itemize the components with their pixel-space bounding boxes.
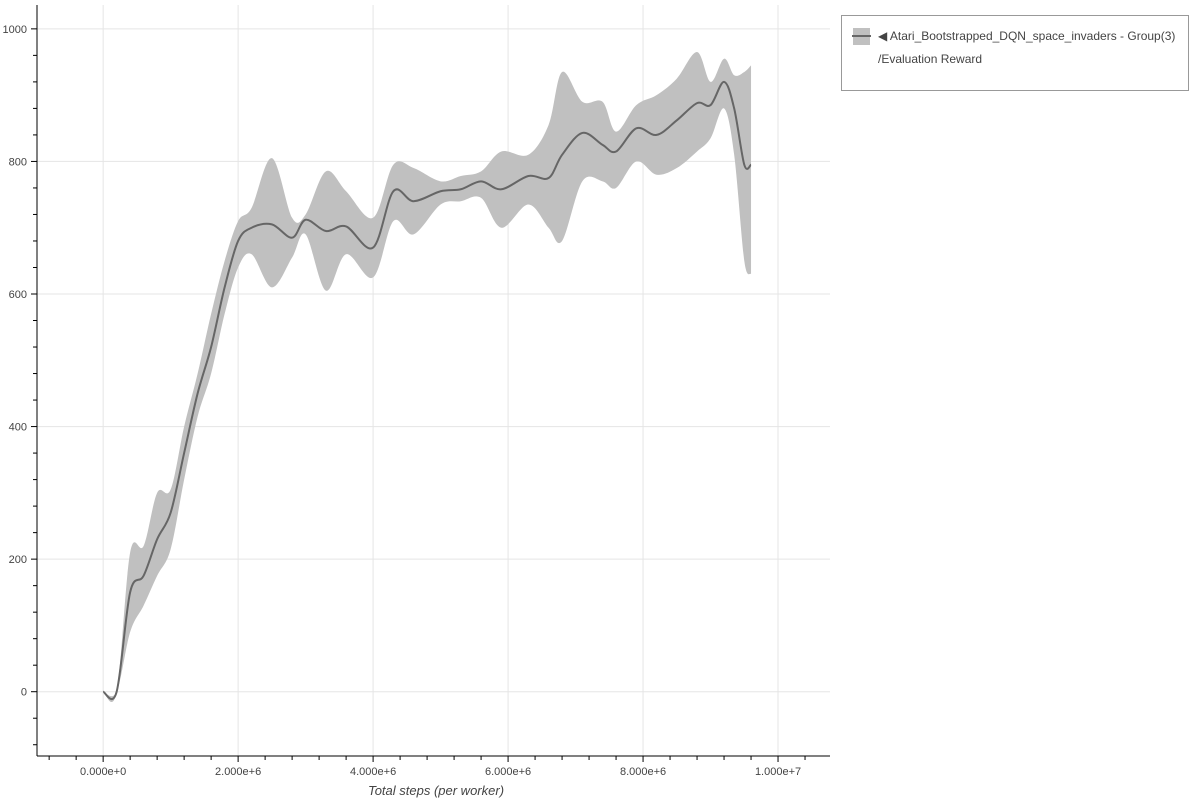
legend-series-label-cont: /Evaluation Reward xyxy=(878,52,983,66)
y-tick-label: 600 xyxy=(9,289,27,301)
x-tick-label: 2.000e+6 xyxy=(215,766,261,778)
series-mean-line xyxy=(102,80,753,700)
x-tick-label: 4.000e+6 xyxy=(350,766,396,778)
legend-swatch-icon xyxy=(852,28,871,45)
y-tick-label: 1000 xyxy=(3,24,27,36)
x-tick-label: 0.000e+0 xyxy=(80,766,126,778)
axes: 0.000e+0 2.000e+6 4.000e+6 6.000e+6 8.000e+6… xyxy=(3,5,830,778)
grid xyxy=(37,5,830,756)
x-axis-label: Total steps (per worker) xyxy=(368,783,504,798)
legend-series-label[interactable]: ◀ Atari_Bootstrapped_DQN_space_invaders … xyxy=(878,29,1176,43)
y-tick-label: 0 xyxy=(21,687,27,699)
y-tick-label: 200 xyxy=(9,554,27,566)
x-tick-label: 1.000e+7 xyxy=(755,766,801,778)
x-tick-label: 6.000e+6 xyxy=(485,766,531,778)
y-tick-label: 400 xyxy=(9,422,27,434)
x-tick-label: 8.000e+6 xyxy=(620,766,666,778)
legend[interactable]: ◀ Atari_Bootstrapped_DQN_space_invaders … xyxy=(841,15,1189,91)
y-tick-label: 800 xyxy=(9,156,27,168)
series-confidence-band xyxy=(103,52,752,703)
